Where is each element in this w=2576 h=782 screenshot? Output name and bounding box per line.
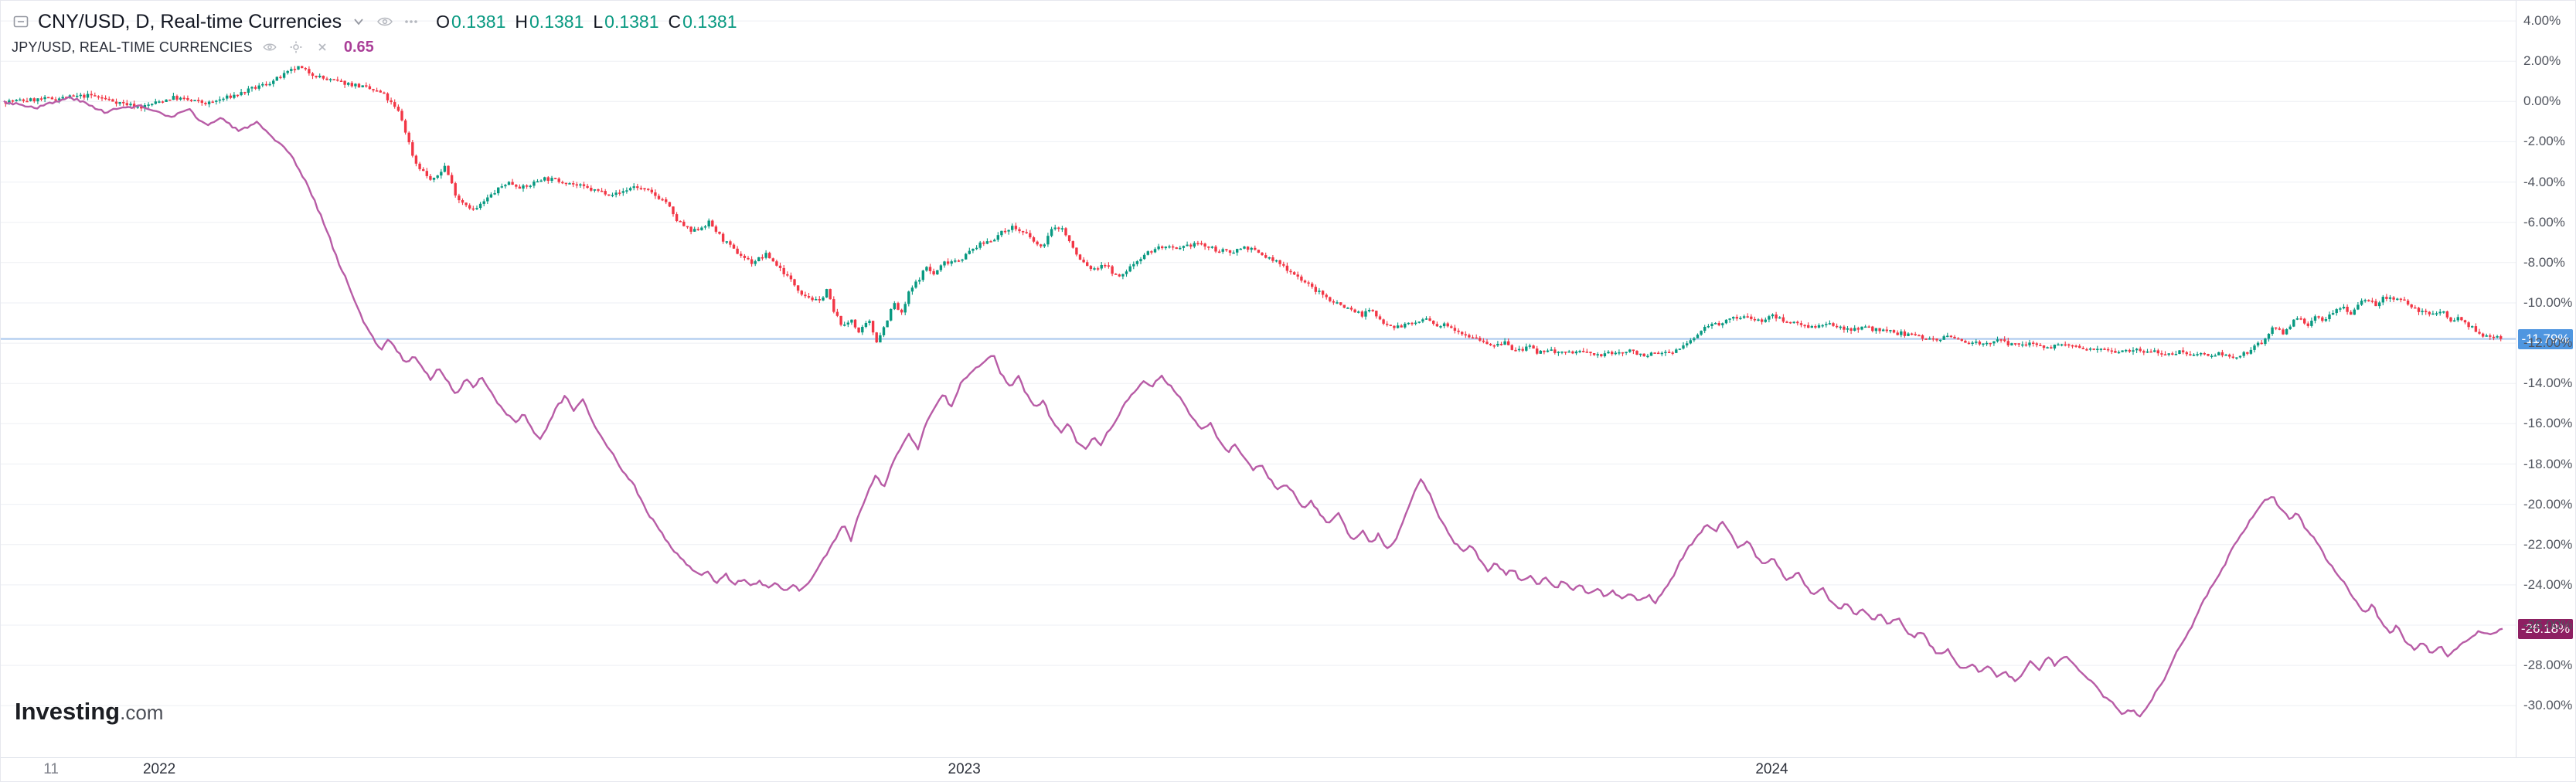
price-tick-label: 0.00% xyxy=(2523,94,2561,109)
more-options-icon[interactable] xyxy=(402,12,420,31)
chart-canvas[interactable] xyxy=(1,1,2516,758)
logo-text: Investing xyxy=(15,698,121,725)
price-tick-label: 4.00% xyxy=(2523,13,2561,29)
compare-symbol-title[interactable]: JPY/USD, REAL-TIME CURRENCIES xyxy=(12,39,253,55)
visibility-eye-icon[interactable] xyxy=(376,12,394,31)
compare-close-icon[interactable] xyxy=(313,38,332,56)
compare-last-value: 0.65 xyxy=(343,38,374,56)
ohlc-values: O0.1381 H0.1381 L0.1381 C0.1381 xyxy=(436,12,737,32)
low-value: L0.1381 xyxy=(593,11,659,32)
price-tick-label: -14.00% xyxy=(2523,376,2573,391)
price-tick-label: -12.00% xyxy=(2523,335,2573,351)
open-value: O0.1381 xyxy=(436,11,506,32)
time-tick-label: 11 xyxy=(43,761,59,777)
time-tick-label: 2022 xyxy=(142,761,176,777)
jpy-line-series xyxy=(3,96,2503,718)
price-tick-label: -26.00% xyxy=(2523,617,2573,632)
chart-plot-area[interactable]: CNY/USD, D, Real-time Currencies O0.1381… xyxy=(1,1,2516,758)
main-symbol-title[interactable]: CNY/USD, D, Real-time Currencies xyxy=(38,10,342,32)
price-tick-label: 2.00% xyxy=(2523,53,2561,69)
compare-settings-gear-icon[interactable] xyxy=(287,38,305,56)
collapse-pane-icon[interactable] xyxy=(12,12,30,31)
chevron-down-icon[interactable] xyxy=(349,12,368,31)
time-tick-label: 2023 xyxy=(948,761,981,777)
investing-logo[interactable]: Investing .com xyxy=(15,698,163,726)
price-tick-label: -28.00% xyxy=(2523,658,2573,673)
jpy-price-badge: -26.18% xyxy=(2518,618,2573,639)
price-axis[interactable]: -11.79% -26.18% 4.00% 2.00% 0.00% -2.00% -4.… xyxy=(2516,1,2575,758)
price-tick-label: -4.00% xyxy=(2523,174,2565,189)
price-tick-label: -22.00% xyxy=(2523,536,2573,552)
price-tick-label: -10.00% xyxy=(2523,295,2573,310)
price-tick-label: -8.00% xyxy=(2523,254,2565,270)
price-tick-label: -30.00% xyxy=(2523,698,2573,713)
time-tick-label: 2024 xyxy=(1755,761,1788,777)
high-value: H0.1381 xyxy=(515,11,584,32)
price-tick-label: -6.00% xyxy=(2523,214,2565,230)
grid-lines xyxy=(1,20,2516,706)
price-tick-label: -18.00% xyxy=(2523,456,2573,471)
compare-eye-icon[interactable] xyxy=(260,38,279,56)
close-value: C0.1381 xyxy=(668,11,737,32)
price-tick-label: -20.00% xyxy=(2523,496,2573,512)
price-tick-label: -2.00% xyxy=(2523,134,2565,149)
legend-row-compare: JPY/USD, REAL-TIME CURRENCIES 0.65 xyxy=(12,36,737,58)
price-tick-label: -16.00% xyxy=(2523,416,2573,431)
cny-price-badge: -11.79% xyxy=(2518,328,2573,349)
price-tick-label: -24.00% xyxy=(2523,576,2573,592)
time-axis[interactable]: 11 2022 2023 2024 xyxy=(1,757,2575,781)
legend-row-main: CNY/USD, D, Real-time Currencies O0.1381… xyxy=(12,8,737,35)
candlestick-series xyxy=(4,66,2503,360)
logo-tld: .com xyxy=(120,701,164,724)
legend: CNY/USD, D, Real-time Currencies O0.1381… xyxy=(12,8,737,58)
